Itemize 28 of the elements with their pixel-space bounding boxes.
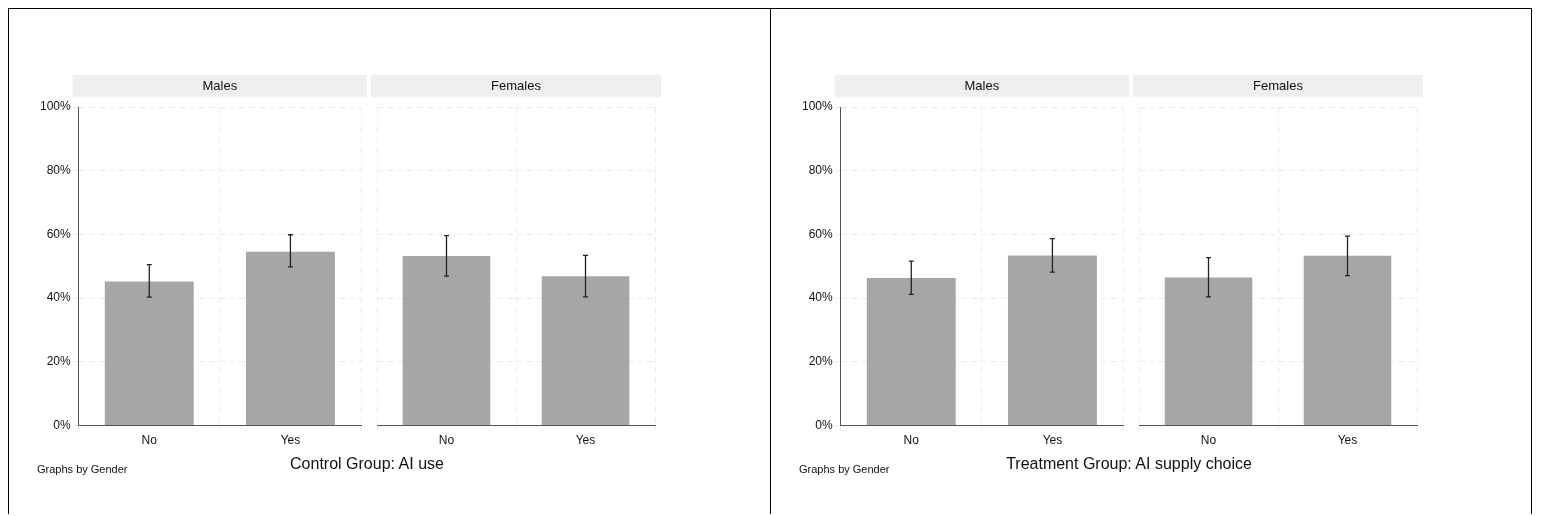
y-tick-label: 0% <box>815 417 834 432</box>
y-tick-label: 80% <box>808 163 834 178</box>
y-tick-label: 60% <box>808 226 834 241</box>
chart-title: Males <box>964 77 1000 93</box>
y-tick-label: 0% <box>53 417 72 432</box>
y-tick-label: 20% <box>808 354 834 369</box>
x-tick-label: Yes <box>575 433 596 448</box>
chart-title: Females <box>1253 77 1304 93</box>
y-tick-label: 40% <box>808 290 834 305</box>
text: Graphs by Gender <box>37 463 128 475</box>
chart-title: Females <box>491 77 542 93</box>
x-tick-label: Yes <box>1042 433 1063 448</box>
text: Graphs by Gender <box>799 463 890 475</box>
y-tick-label: 100% <box>801 99 834 114</box>
x-tick-label: Yes <box>280 433 301 448</box>
x-tick-label: No <box>141 433 158 448</box>
y-tick-label: 100% <box>39 99 72 114</box>
x-tick-label: Yes <box>1337 433 1358 448</box>
x-tick-label: No <box>903 433 920 448</box>
y-tick-label: 40% <box>46 290 72 305</box>
y-tick-label: 20% <box>46 354 72 369</box>
chart-title: Males <box>202 77 238 93</box>
text: Treatment Group: AI supply choice <box>1006 455 1252 472</box>
x-tick-label: No <box>438 433 455 448</box>
text: Control Group: AI use <box>290 455 444 472</box>
y-tick-label: 80% <box>46 163 72 178</box>
y-tick-label: 60% <box>46 226 72 241</box>
x-tick-label: No <box>1200 433 1217 448</box>
